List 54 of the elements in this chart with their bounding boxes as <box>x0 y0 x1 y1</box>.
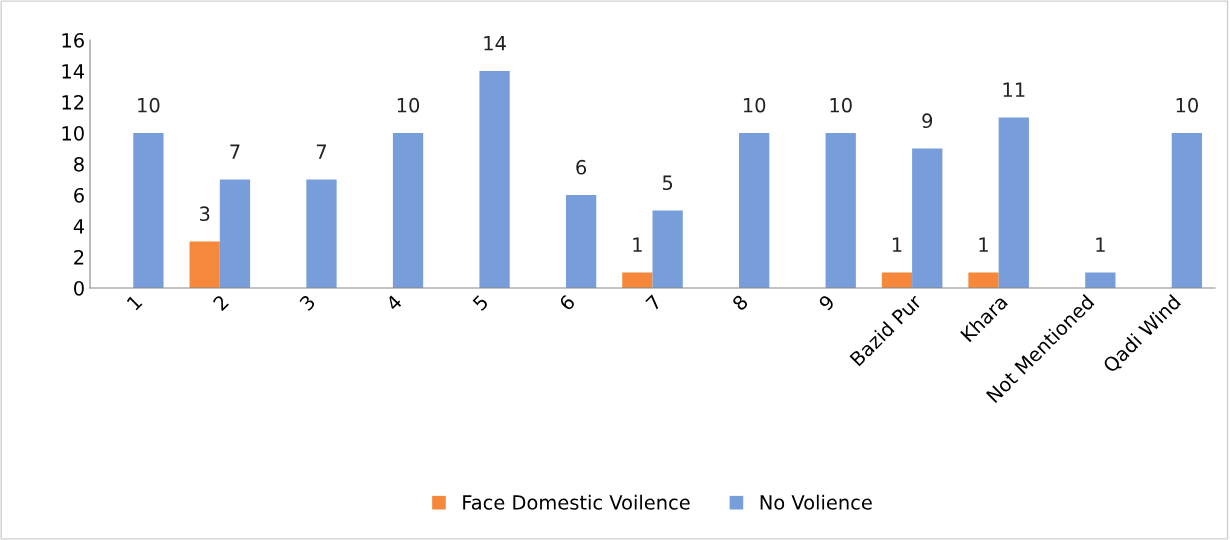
data-label: 10 <box>1176 97 1198 113</box>
y-tick-label: 10 <box>62 125 84 141</box>
bar <box>189 241 220 288</box>
legend-label: Face Domestic Voilence <box>463 494 690 510</box>
bar <box>825 133 856 288</box>
data-label: 10 <box>743 97 766 113</box>
x-tick-label: 7 <box>645 294 662 311</box>
bar <box>739 133 770 288</box>
y-tick-label: 2 <box>74 249 84 265</box>
bar <box>1085 272 1116 288</box>
data-label: 1 <box>892 237 902 252</box>
bar <box>392 133 424 288</box>
bar <box>1171 133 1203 288</box>
data-label: 1 <box>979 237 988 252</box>
y-tick-label: 8 <box>74 156 84 172</box>
y-tick-label: 16 <box>62 32 84 48</box>
bar <box>133 133 164 288</box>
y-tick-label: 4 <box>73 219 85 234</box>
data-label: 6 <box>576 159 587 175</box>
bar <box>881 272 913 288</box>
x-tick-label: 8 <box>731 294 749 312</box>
bar <box>219 179 251 288</box>
bar <box>622 272 653 288</box>
bar <box>306 179 337 288</box>
x-tick-label: 9 <box>817 294 836 312</box>
data-label: 10 <box>830 97 852 113</box>
data-label: 7 <box>316 144 327 159</box>
data-label: 5 <box>662 175 673 191</box>
data-label: 7 <box>230 144 240 159</box>
y-tick-label: 12 <box>62 94 84 110</box>
data-label: 1 <box>1096 237 1105 252</box>
bar <box>565 195 597 288</box>
data-label: 1 <box>633 237 642 252</box>
data-label: 11 <box>1003 82 1025 97</box>
x-tick-label: 4 <box>385 294 403 312</box>
bar <box>998 117 1029 288</box>
data-label: 14 <box>484 36 506 51</box>
data-label: 3 <box>199 206 210 222</box>
y-tick-label: 0 <box>74 280 84 296</box>
bar <box>968 272 999 288</box>
x-tick-label: 2 <box>212 294 229 312</box>
data-label: 9 <box>922 113 933 129</box>
x-tick-label: 5 <box>472 294 489 312</box>
x-tick-label: 1 <box>126 294 143 311</box>
x-tick-label: 3 <box>298 294 316 312</box>
x-tick-label: 6 <box>558 293 576 312</box>
bar <box>479 71 510 288</box>
y-tick-label: 14 <box>62 64 85 79</box>
bar <box>652 210 683 288</box>
data-label: 10 <box>138 97 160 113</box>
data-label: 10 <box>397 97 420 113</box>
legend-label: No Volience <box>760 494 872 510</box>
bar <box>912 148 943 288</box>
y-tick-label: 6 <box>74 187 84 203</box>
